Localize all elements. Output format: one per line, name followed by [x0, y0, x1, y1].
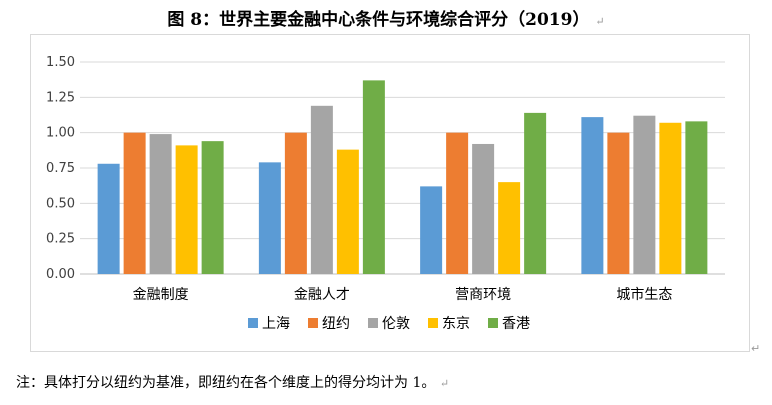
frame-paragraph-mark-icon: ↵ — [751, 342, 761, 355]
bar — [201, 141, 224, 274]
x-tick-label: 营商环境 — [455, 287, 511, 303]
x-tick-label: 金融制度 — [133, 287, 189, 303]
y-tick-label: 1.50 — [46, 55, 75, 70]
bar — [633, 115, 656, 274]
x-tick-label: 金融人才 — [294, 287, 350, 303]
footnote: 注：具体打分以纽约为基准，即纽约在各个维度上的得分均计为 1。 ↵ — [16, 372, 449, 392]
y-tick-label: 1.25 — [46, 90, 75, 105]
legend-swatch — [308, 318, 318, 328]
figure-title: 图 8：世界主要金融中心条件与环境综合评分（2019） ↵ — [0, 5, 772, 30]
bar — [258, 162, 281, 274]
bar — [175, 145, 198, 274]
bar — [685, 121, 708, 274]
x-tick-label: 城市生态 — [616, 286, 672, 303]
bar — [498, 182, 521, 274]
bar — [659, 122, 682, 274]
y-tick-label: 0.25 — [46, 232, 75, 247]
legend-swatch — [368, 318, 378, 328]
bar — [446, 132, 469, 274]
paragraph-mark-icon: ↵ — [595, 15, 605, 28]
bar — [149, 134, 172, 274]
bar — [336, 149, 359, 274]
legend-label: 香港 — [502, 316, 530, 332]
bar — [524, 112, 547, 274]
legend-swatch — [428, 318, 438, 328]
legend-swatch — [248, 318, 258, 328]
y-tick-label: 1.00 — [46, 126, 75, 141]
bar — [420, 186, 443, 274]
legend-label: 伦敦 — [382, 316, 410, 332]
legend-swatch — [488, 318, 498, 328]
bar — [123, 132, 146, 274]
bar — [362, 80, 385, 274]
legend-label: 上海 — [262, 316, 290, 332]
legend-label: 东京 — [442, 316, 470, 332]
chart-frame — [30, 34, 750, 352]
bar — [472, 143, 495, 274]
footnote-paragraph-mark-icon: ↵ — [439, 377, 450, 390]
y-tick-label: 0.00 — [46, 267, 75, 282]
footnote-text: 注：具体打分以纽约为基准，即纽约在各个维度上的得分均计为 1。 — [16, 375, 436, 391]
bar — [310, 105, 333, 275]
y-tick-label: 0.75 — [46, 161, 75, 176]
bar — [607, 132, 630, 274]
bar-chart: 0.00 0.25 0.50 0.75 1.00 1.25 1.50 金融制度 金融人才 营商环境… — [46, 55, 725, 332]
figure-title-text: 图 8：世界主要金融中心条件与环境综合评分（2019） — [167, 10, 590, 30]
bar — [97, 163, 120, 274]
bar — [581, 117, 604, 275]
legend-label: 纽约 — [322, 316, 350, 332]
y-tick-label: 0.50 — [46, 196, 75, 211]
bar — [284, 132, 307, 274]
